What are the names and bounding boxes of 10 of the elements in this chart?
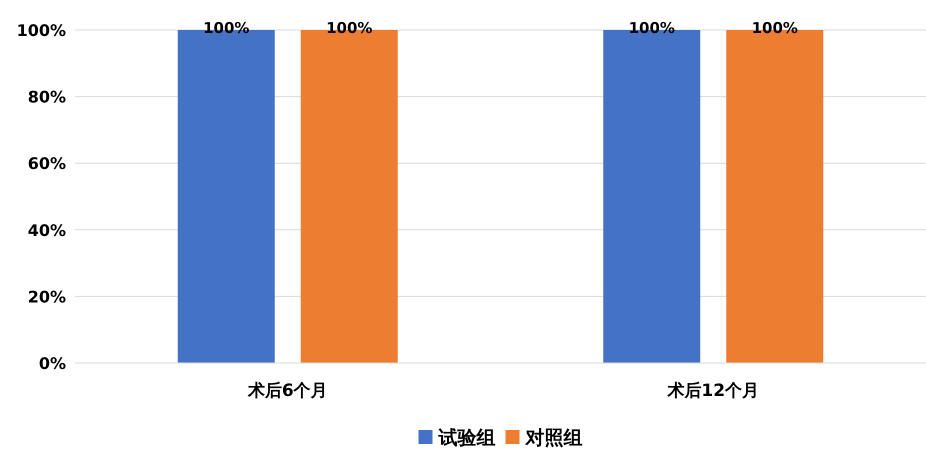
x-tick-label: 术后12个月 [666,381,760,401]
y-tick-label: 100% [16,21,66,40]
y-tick-label: 40% [28,220,66,240]
y-tick-label: 60% [28,154,66,174]
legend-label: 对照组 [524,427,582,449]
x-tick-label: 术后6个月 [246,381,328,401]
y-tick-label: 80% [28,88,66,107]
y-tick-label: 20% [28,287,66,306]
legend-label: 试验组 [438,427,496,449]
y-tick-label: 0% [38,354,66,373]
